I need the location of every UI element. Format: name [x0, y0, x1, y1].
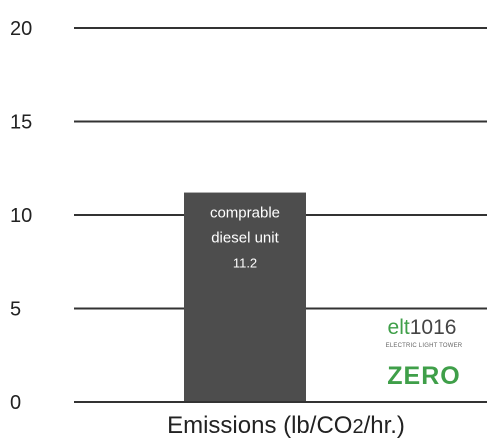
bar-label-line: diesel unit — [211, 230, 279, 247]
y-tick-label: 15 — [10, 112, 32, 134]
brand-model: 1016 — [410, 316, 457, 339]
bar-value-label: 11.2 — [233, 256, 257, 271]
y-tick-label: 0 — [10, 392, 21, 414]
brand-subtitle: ELECTRIC LIGHT TOWER — [386, 343, 463, 349]
elt1016-logo: elt1016 ELECTRIC LIGHT TOWER ZERO — [386, 316, 463, 390]
brand-name: elt1016 — [388, 316, 457, 339]
bars — [184, 192, 306, 402]
bar-diesel-unit — [184, 192, 306, 402]
y-tick-label: 20 — [10, 18, 32, 40]
y-axis-ticks: 0 5 10 15 20 — [10, 18, 32, 414]
bar-label-diesel: comprable diesel unit 11.2 — [210, 205, 280, 271]
zero-value-label: ZERO — [387, 362, 460, 390]
x-axis-label: Emissions (lb/CO2/hr.) — [167, 412, 405, 439]
y-tick-label: 10 — [10, 205, 32, 227]
bar-label-line: comprable — [210, 205, 280, 222]
brand-prefix: elt — [388, 316, 410, 339]
y-tick-label: 5 — [10, 299, 21, 321]
